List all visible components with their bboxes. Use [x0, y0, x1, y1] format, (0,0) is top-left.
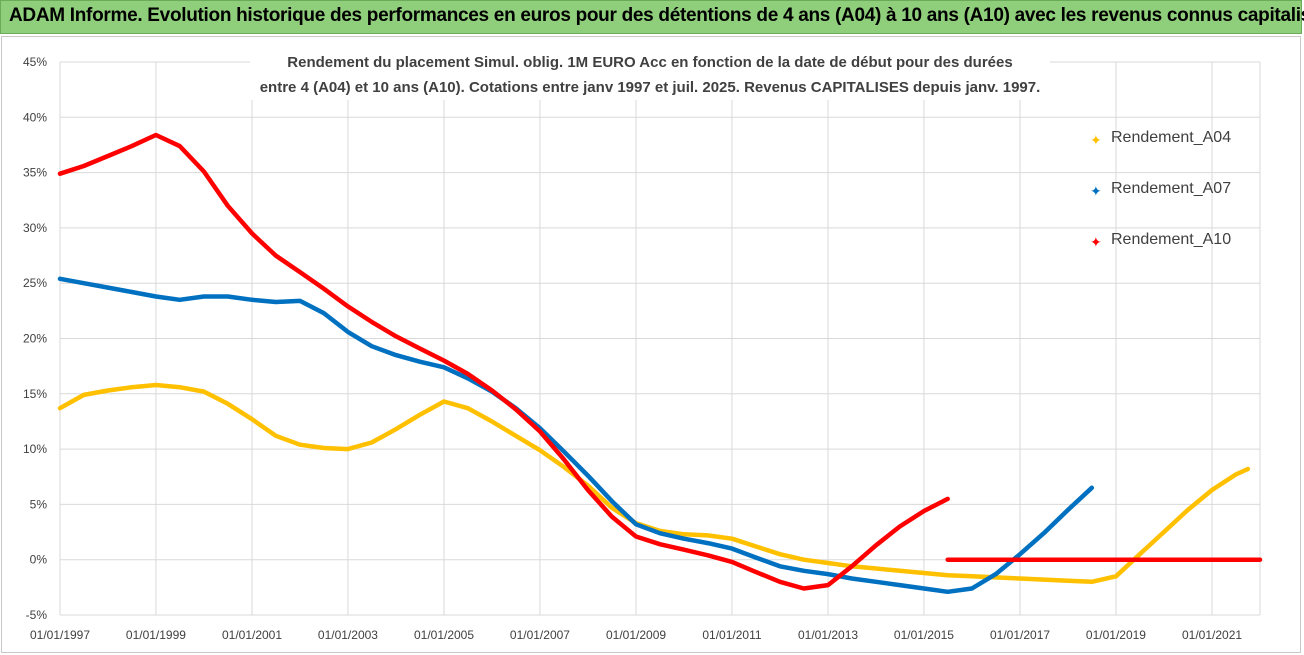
x-tick-label: 01/01/1997	[30, 628, 90, 642]
x-tick-label: 01/01/2001	[222, 628, 282, 642]
series-line-rendement-a07	[57, 276, 1095, 595]
x-tick-label: 01/01/2007	[510, 628, 570, 642]
y-tick-label: 45%	[23, 55, 47, 69]
legend-label-a07: Rendement_A07	[1111, 180, 1232, 197]
x-tick-label: 01/01/2015	[894, 628, 954, 642]
y-tick-label: 30%	[23, 221, 47, 235]
series-line-rendement-a10	[57, 132, 950, 591]
x-tick-label: 01/01/2005	[414, 628, 474, 642]
y-tick-label: 40%	[23, 110, 47, 124]
chart-frame	[1, 36, 1301, 653]
chart-title-line-1: Rendement du placement Simul. oblig. 1M …	[287, 54, 1013, 71]
x-tick-label: 01/01/2009	[606, 628, 666, 642]
y-tick-label: 0%	[30, 553, 48, 567]
x-tick-label: 01/01/2019	[1086, 628, 1146, 642]
chart-title-line-2: entre 4 (A04) et 10 ans (A10). Cotations…	[259, 79, 1041, 96]
x-tick-label: 01/01/2011	[702, 628, 761, 642]
legend-marker-a10: ✦	[1090, 234, 1102, 250]
y-tick-label: 20%	[23, 332, 47, 346]
report-header: ADAM Informe. Evolution historique des p…	[0, 0, 1304, 34]
x-tick-label: 01/01/1999	[126, 628, 186, 642]
report-title: ADAM Informe. Evolution historique des p…	[9, 5, 1304, 26]
chart-title: Rendement du placement Simul. oblig. 1M …	[250, 50, 1050, 100]
y-tick-label: 10%	[23, 442, 47, 456]
y-tick-label: 35%	[23, 166, 47, 180]
y-tick-label: -5%	[26, 608, 48, 622]
x-tick-label: 01/01/2003	[318, 628, 378, 642]
legend-label-a10: Rendement_A10	[1111, 231, 1232, 248]
series-line-rendement-a04	[57, 382, 1251, 585]
x-tick-label: 01/01/2017	[990, 628, 1050, 642]
legend-marker-a07: ✦	[1090, 183, 1102, 199]
x-tick-label: 01/01/2013	[798, 628, 858, 642]
y-tick-label: 5%	[30, 497, 48, 511]
legend-marker-a04: ✦	[1090, 132, 1102, 148]
legend-label-a04: Rendement_A04	[1111, 129, 1232, 146]
y-tick-label: 25%	[23, 276, 47, 290]
y-tick-label: 15%	[23, 387, 47, 401]
x-tick-label: 01/01/2021	[1182, 628, 1242, 642]
